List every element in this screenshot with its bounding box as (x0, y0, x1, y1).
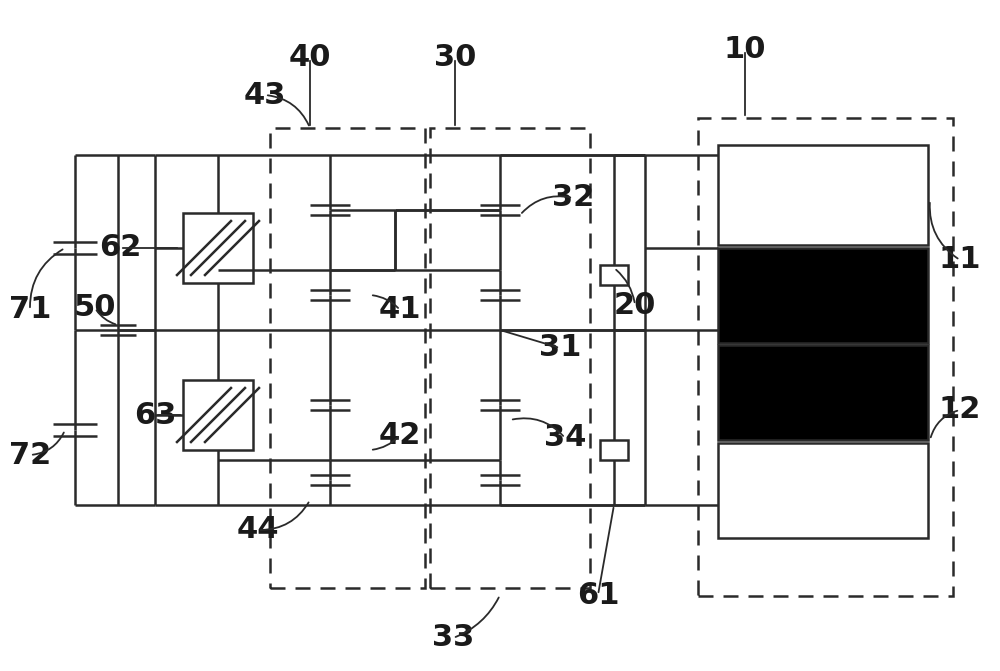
Bar (718, 345, 928, 440)
Bar (698, 118, 953, 596)
Text: 33: 33 (432, 623, 474, 652)
Text: 12: 12 (939, 395, 981, 425)
Bar (430, 128, 590, 588)
Text: 71: 71 (9, 295, 51, 325)
Text: 43: 43 (244, 81, 286, 109)
Text: 40: 40 (289, 44, 331, 72)
Text: 61: 61 (577, 580, 619, 609)
Text: 63: 63 (134, 401, 176, 429)
Text: 10: 10 (724, 36, 766, 64)
Text: 72: 72 (9, 440, 51, 470)
Bar (183, 380, 253, 450)
Bar (718, 145, 928, 245)
Bar (270, 128, 425, 588)
Text: 62: 62 (99, 234, 141, 262)
Text: 31: 31 (539, 333, 581, 362)
Bar (600, 440, 628, 460)
Text: 32: 32 (552, 183, 594, 213)
Text: 34: 34 (544, 423, 586, 452)
Bar (718, 443, 928, 538)
Bar (718, 248, 928, 343)
Bar (183, 213, 253, 283)
Text: 11: 11 (939, 246, 981, 274)
Bar (600, 265, 628, 285)
Text: 42: 42 (379, 421, 421, 450)
Text: 50: 50 (74, 293, 116, 323)
Text: 41: 41 (379, 295, 421, 325)
Text: 44: 44 (237, 515, 279, 544)
Text: 20: 20 (614, 291, 656, 319)
Text: 30: 30 (434, 44, 476, 72)
